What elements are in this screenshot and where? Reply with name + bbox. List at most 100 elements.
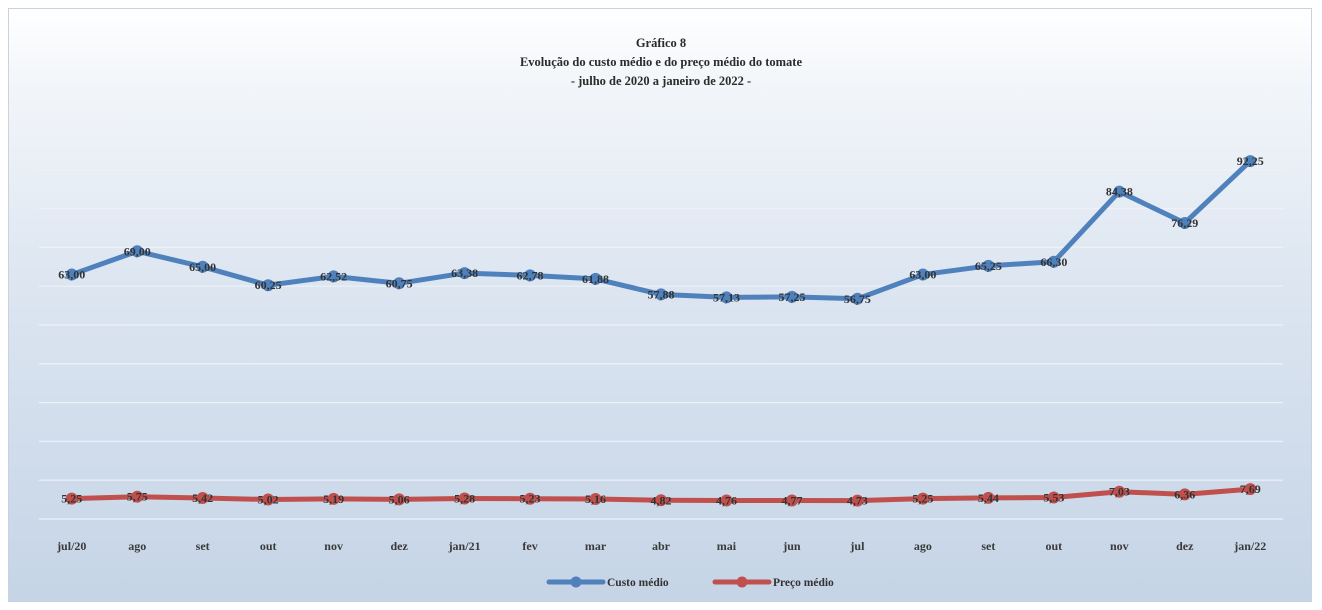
data-point: [785, 290, 798, 303]
x-tick-label: dez: [1176, 539, 1194, 553]
data-label: 65,00: [189, 260, 216, 274]
data-point: [1178, 216, 1191, 229]
data-point: [916, 492, 929, 505]
x-tick-label: jan/21: [448, 539, 481, 553]
data-point: [982, 259, 995, 272]
data-label: 7,69: [1240, 482, 1261, 496]
series-lines: 63,00 69,00 65,00 60,25 62,52 60,75 63,38 62,78…: [58, 154, 1264, 508]
data-point: [524, 492, 537, 505]
data-label: 5,25: [61, 492, 82, 506]
data-label: 69,00: [124, 244, 151, 258]
data-label: 63,38: [451, 266, 478, 280]
data-point: [1113, 185, 1126, 198]
data-label: 62,52: [320, 269, 347, 283]
data-point: [65, 492, 78, 505]
chart-title-line-1: Gráfico 8: [636, 36, 686, 50]
series-line-0: [69, 158, 1253, 302]
data-label: 57,88: [648, 287, 675, 301]
x-tick-label: mai: [717, 539, 737, 553]
x-tick-label: ago: [914, 539, 932, 553]
chart-title: Gráfico 8 Evolução do custo médio e do p…: [520, 36, 802, 88]
data-label: 62,78: [517, 268, 544, 282]
data-label: 57,13: [713, 290, 740, 304]
data-label: 5,25: [912, 492, 933, 506]
data-label: 5,28: [454, 492, 475, 506]
x-tick-label: jun: [782, 539, 801, 553]
chart-title-line-2: Evolução do custo médio e do preço médio…: [520, 55, 802, 69]
x-tick-label: dez: [390, 539, 408, 553]
x-tick-label: out: [260, 539, 277, 553]
data-label: 5,42: [192, 491, 213, 505]
data-point: [196, 491, 209, 504]
data-point: [524, 269, 537, 282]
data-point: [1244, 483, 1257, 496]
data-point: [720, 494, 733, 507]
x-tick-label: nov: [1110, 539, 1129, 553]
data-point: [1047, 255, 1060, 268]
x-tick-label: jan/22: [1233, 539, 1266, 553]
data-label: 5,53: [1043, 491, 1064, 505]
data-point: [393, 277, 406, 290]
data-label: 56,75: [844, 292, 871, 306]
x-tick-label: jul: [849, 539, 865, 553]
data-point: [720, 291, 733, 304]
data-point: [65, 268, 78, 281]
x-axis-tick-labels: jul/20 ago set out nov dez jan/21 fev mar abr mai j…: [56, 539, 1266, 553]
data-label: 5,44: [978, 491, 999, 505]
line-chart: Gráfico 8 Evolução do custo médio e do p…: [39, 36, 1283, 589]
data-label: 6,36: [1174, 487, 1195, 501]
data-point: [131, 490, 144, 503]
data-point: [458, 492, 471, 505]
data-label: 7,03: [1109, 485, 1130, 499]
data-point: [1244, 155, 1257, 168]
x-tick-label: nov: [324, 539, 343, 553]
chart-title-line-3: - julho de 2020 a janeiro de 2022 -: [571, 74, 751, 88]
data-label: 92,25: [1237, 154, 1264, 168]
data-label: 4,76: [716, 494, 737, 508]
data-point: [1113, 485, 1126, 498]
data-label: 63,00: [909, 268, 936, 282]
data-label: 5,19: [323, 492, 344, 506]
data-label: 5,75: [127, 490, 148, 504]
legend-label-0: Custo médio: [607, 577, 669, 589]
data-label: 60,25: [255, 278, 282, 292]
x-tick-label: ago: [128, 539, 146, 553]
data-label: 4,77: [781, 493, 802, 507]
data-label: 4,82: [651, 493, 672, 507]
data-point: [1178, 488, 1191, 501]
data-label: 5,06: [389, 492, 410, 506]
data-point: [1047, 491, 1060, 504]
data-point: [655, 494, 667, 507]
chart-area: Gráfico 8 Evolução do custo médio e do p…: [8, 8, 1312, 602]
data-label: 76,29: [1171, 216, 1198, 230]
data-label: 57,25: [778, 290, 805, 304]
x-tick-label: out: [1046, 539, 1063, 553]
data-point: [262, 493, 275, 506]
data-point: [262, 279, 275, 292]
data-point: [785, 494, 798, 507]
data-label: 5,02: [258, 493, 279, 507]
x-tick-label: set: [981, 539, 995, 553]
legend: Custo médio Preço médio: [546, 576, 834, 589]
x-tick-label: set: [196, 539, 210, 553]
data-point: [655, 288, 667, 301]
data-label: 4,73: [847, 494, 868, 508]
data-point: [982, 491, 995, 504]
data-label: 84,38: [1106, 185, 1133, 199]
x-tick-label: fev: [522, 539, 537, 553]
data-point: [393, 493, 406, 506]
data-label: 66,30: [1040, 255, 1067, 269]
data-point: [589, 492, 602, 505]
data-label: 63,00: [58, 268, 85, 282]
x-tick-label: jul/20: [56, 539, 86, 553]
data-point: [589, 272, 602, 285]
legend-marker-0: [570, 576, 582, 588]
data-point: [851, 494, 864, 507]
data-label: 61,88: [582, 272, 609, 286]
data-point: [916, 268, 929, 281]
data-point: [851, 292, 864, 305]
data-label: 60,75: [386, 276, 413, 290]
data-label: 5,23: [520, 492, 541, 506]
data-point: [131, 245, 144, 258]
legend-label-1: Preço médio: [773, 577, 834, 589]
